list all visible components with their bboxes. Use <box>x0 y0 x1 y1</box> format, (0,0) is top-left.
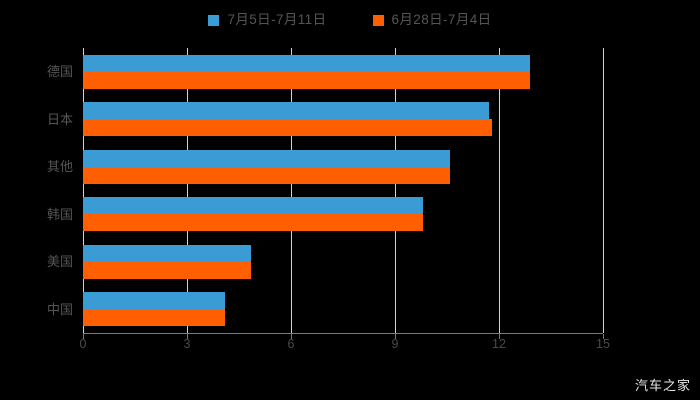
bar[interactable] <box>83 54 531 72</box>
bar-group <box>83 244 603 279</box>
bar-group <box>83 102 603 137</box>
gridline <box>499 48 500 333</box>
bar[interactable] <box>83 102 489 120</box>
y-axis-label: 中国 <box>46 301 73 317</box>
legend-entry-series-1[interactable]: 7月5日-7月11日 <box>208 13 326 27</box>
bar[interactable] <box>83 244 252 262</box>
x-axis-tick-label: 6 <box>287 337 295 351</box>
y-axis-category-labels: 德国日本其他韩国美国中国 <box>0 48 73 333</box>
gridline <box>395 48 396 333</box>
chart-legend: 7月5日-7月11日 6月28日-7月4日 <box>0 8 700 32</box>
bar[interactable] <box>83 309 226 327</box>
plot-area <box>83 48 604 333</box>
gridline <box>187 48 188 333</box>
gridline <box>603 48 604 333</box>
legend-swatch-series-2 <box>372 14 384 26</box>
x-axis-tick-label: 12 <box>492 337 506 351</box>
x-axis-tick <box>603 334 604 339</box>
x-axis-tick-label: 0 <box>79 337 87 351</box>
legend-label-series-1: 7月5日-7月11日 <box>227 12 327 28</box>
x-axis-tick <box>395 334 396 339</box>
legend-swatch-series-1 <box>208 14 220 26</box>
bar-group <box>83 197 603 232</box>
x-axis-tick <box>187 334 188 339</box>
y-axis-label: 韩国 <box>46 206 73 222</box>
bar[interactable] <box>83 261 252 279</box>
x-axis-tick-label: 15 <box>596 337 610 351</box>
bar-group <box>83 149 603 184</box>
x-axis-tick <box>83 334 84 339</box>
bar[interactable] <box>83 214 423 232</box>
y-axis-label: 德国 <box>46 64 73 80</box>
y-axis-label: 美国 <box>46 254 73 270</box>
bar[interactable] <box>83 71 531 89</box>
x-axis-tick-label: 3 <box>183 337 191 351</box>
x-axis-tick <box>499 334 500 339</box>
watermark: 汽车之家 <box>634 378 691 393</box>
y-axis-label: 其他 <box>46 159 73 175</box>
legend-label-series-2: 6月28日-7月4日 <box>391 12 492 28</box>
bar-group <box>83 54 603 89</box>
y-axis-label: 日本 <box>46 111 73 127</box>
x-axis-tick-label: 9 <box>391 337 399 351</box>
bar-group <box>83 292 603 327</box>
bar[interactable] <box>83 119 493 137</box>
x-axis-line <box>83 333 603 334</box>
bar[interactable] <box>83 292 226 310</box>
bar[interactable] <box>83 166 451 184</box>
gridline <box>291 48 292 333</box>
gridline <box>83 48 84 333</box>
bar[interactable] <box>83 149 451 167</box>
legend-entry-series-2[interactable]: 6月28日-7月4日 <box>372 12 492 28</box>
bar[interactable] <box>83 197 423 215</box>
x-axis-tick <box>291 334 292 339</box>
